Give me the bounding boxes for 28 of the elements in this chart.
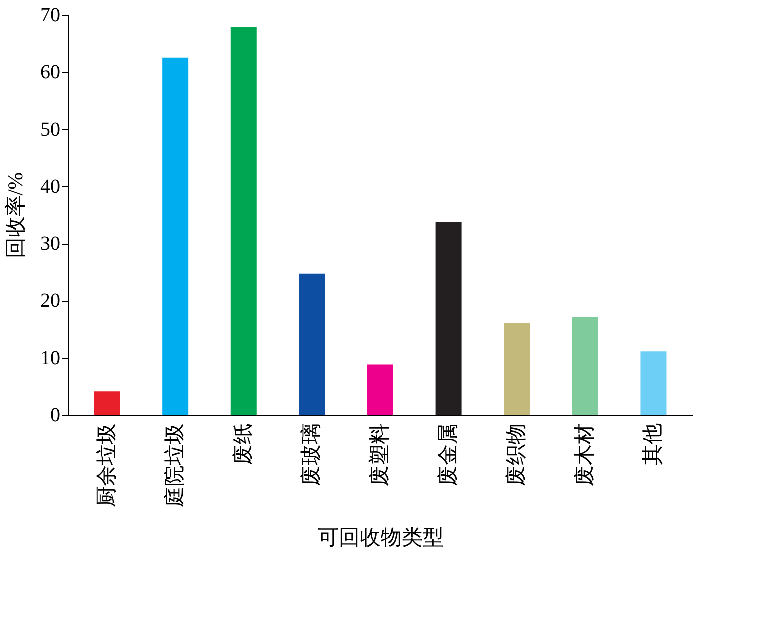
bar	[230, 27, 257, 415]
y-tick-label: 70	[40, 4, 60, 26]
x-tick-label: 厨余垃圾	[94, 424, 118, 508]
x-tick-label: 废木材	[572, 424, 596, 486]
x-tick-label: 废纸	[230, 424, 255, 466]
bar	[94, 392, 120, 415]
y-tick-label: 0	[50, 404, 60, 426]
bar	[299, 274, 326, 415]
x-tick-label: 废塑料	[368, 424, 392, 486]
y-tick-label: 50	[40, 118, 60, 141]
x-tick-label: 废玻璃	[299, 424, 324, 486]
x-axis-title: 可回收物类型	[318, 526, 444, 550]
y-tick-label: 20	[40, 290, 60, 312]
bar	[436, 222, 462, 415]
y-axis-title: 回收率/%	[4, 172, 28, 259]
y-tick-label: 10	[40, 347, 60, 370]
bar	[640, 352, 667, 415]
x-tick-label: 其他	[640, 424, 665, 466]
bar	[368, 364, 394, 415]
y-tick-label: 30	[40, 233, 60, 256]
bar	[162, 58, 189, 415]
y-tick-label: 60	[40, 62, 60, 84]
y-tick-label: 40	[40, 176, 60, 198]
bar	[572, 317, 598, 415]
x-tick-label: 废金属	[436, 424, 460, 486]
bar	[504, 323, 530, 415]
x-tick-label: 庭院垃圾	[162, 424, 187, 508]
x-tick-label: 废织物	[504, 424, 528, 486]
